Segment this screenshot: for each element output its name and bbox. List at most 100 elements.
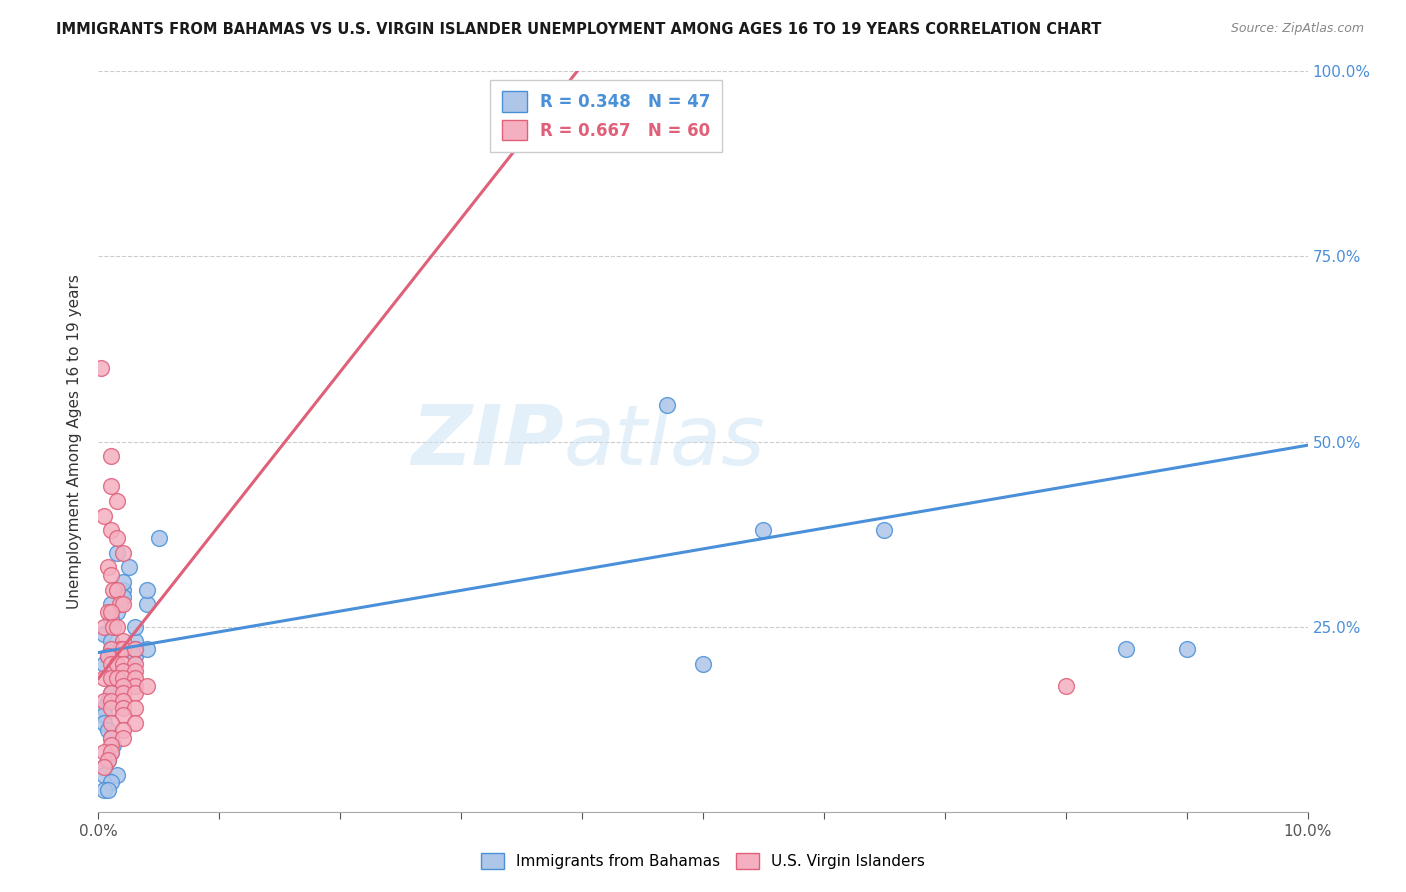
Point	[111, 590, 134, 604]
Point	[97, 605, 120, 619]
Point	[93, 782, 115, 797]
Point	[124, 672, 146, 686]
Point	[108, 598, 131, 612]
Point	[93, 760, 115, 774]
Point	[100, 746, 122, 760]
Point	[148, 531, 170, 545]
Point	[100, 567, 122, 582]
Point	[93, 746, 115, 760]
Legend: R = 0.348   N = 47, R = 0.667   N = 60: R = 0.348 N = 47, R = 0.667 N = 60	[491, 79, 723, 152]
Point	[105, 672, 128, 686]
Point	[124, 641, 146, 656]
Point	[100, 524, 122, 538]
Point	[97, 753, 120, 767]
Point	[100, 694, 122, 708]
Point	[135, 641, 157, 656]
Point	[101, 582, 124, 597]
Point	[100, 686, 122, 700]
Point	[100, 479, 122, 493]
Point	[105, 546, 128, 560]
Point	[124, 641, 146, 656]
Point	[111, 598, 134, 612]
Point	[100, 686, 122, 700]
Point	[111, 708, 134, 723]
Point	[97, 560, 120, 574]
Y-axis label: Unemployment Among Ages 16 to 19 years: Unemployment Among Ages 16 to 19 years	[67, 274, 83, 609]
Point	[100, 657, 122, 671]
Point	[111, 546, 134, 560]
Point	[97, 649, 120, 664]
Point	[111, 672, 134, 686]
Point	[101, 738, 124, 752]
Point	[111, 679, 134, 693]
Point	[100, 605, 122, 619]
Point	[101, 664, 124, 678]
Point	[111, 634, 134, 648]
Point	[100, 738, 122, 752]
Point	[100, 701, 122, 715]
Point	[124, 619, 146, 633]
Point	[1115, 641, 1137, 656]
Point	[111, 723, 134, 738]
Point	[100, 672, 122, 686]
Text: IMMIGRANTS FROM BAHAMAS VS U.S. VIRGIN ISLANDER UNEMPLOYMENT AMONG AGES 16 TO 19: IMMIGRANTS FROM BAHAMAS VS U.S. VIRGIN I…	[56, 22, 1102, 37]
Text: ZIP: ZIP	[412, 401, 564, 482]
Point	[118, 560, 141, 574]
Point	[108, 641, 131, 656]
Point	[97, 694, 120, 708]
Point	[108, 679, 131, 693]
Point	[111, 664, 134, 678]
Point	[93, 619, 115, 633]
Point	[93, 701, 115, 715]
Point	[93, 672, 115, 686]
Point	[100, 775, 122, 789]
Point	[100, 641, 122, 656]
Point	[111, 641, 134, 656]
Point	[124, 686, 146, 700]
Point	[873, 524, 896, 538]
Point	[111, 575, 134, 590]
Point	[100, 641, 122, 656]
Point	[93, 760, 115, 774]
Point	[100, 634, 122, 648]
Point	[1175, 641, 1198, 656]
Point	[93, 767, 115, 781]
Point	[111, 657, 134, 671]
Point	[111, 582, 134, 597]
Point	[97, 723, 120, 738]
Legend: Immigrants from Bahamas, U.S. Virgin Islanders: Immigrants from Bahamas, U.S. Virgin Isl…	[475, 847, 931, 875]
Point	[105, 531, 128, 545]
Point	[105, 657, 128, 671]
Point	[124, 715, 146, 730]
Point	[100, 450, 122, 464]
Point	[93, 715, 115, 730]
Point	[655, 398, 678, 412]
Point	[97, 782, 120, 797]
Point	[135, 679, 157, 693]
Point	[105, 605, 128, 619]
Point	[100, 731, 122, 745]
Point	[93, 627, 115, 641]
Point	[93, 508, 115, 523]
Text: atlas: atlas	[564, 401, 766, 482]
Text: Source: ZipAtlas.com: Source: ZipAtlas.com	[1230, 22, 1364, 36]
Point	[111, 731, 134, 745]
Point	[100, 598, 122, 612]
Point	[97, 753, 120, 767]
Point	[97, 649, 120, 664]
Point	[111, 701, 134, 715]
Point	[100, 731, 122, 745]
Point	[105, 619, 128, 633]
Point	[90, 360, 112, 375]
Point	[100, 715, 122, 730]
Point	[105, 493, 128, 508]
Point	[752, 524, 775, 538]
Point	[1054, 679, 1077, 693]
Point	[692, 657, 714, 671]
Point	[111, 694, 134, 708]
Point	[124, 679, 146, 693]
Point	[105, 767, 128, 781]
Point	[105, 672, 128, 686]
Point	[111, 641, 134, 656]
Point	[124, 701, 146, 715]
